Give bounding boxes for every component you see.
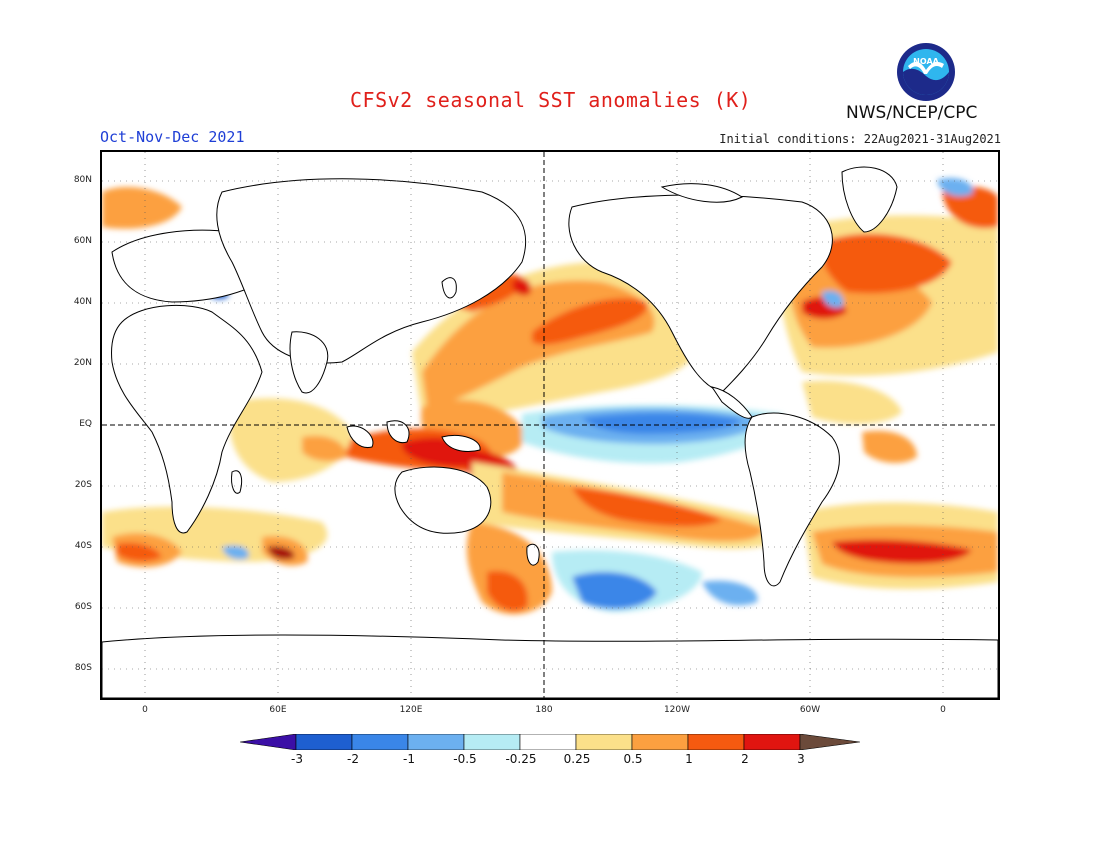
logo-text: NOAA: [913, 57, 939, 66]
map-svg: [102, 152, 998, 698]
lon-label-120e: 120E: [399, 705, 423, 715]
north-pacific-strong: [532, 298, 648, 345]
colorbar-label-neg2: -2: [347, 752, 359, 766]
colorbar-low-arrow: [240, 734, 297, 750]
north-atlantic-strong: [820, 233, 952, 294]
madagascar: [231, 470, 243, 494]
colorbar-label-05: 0.5: [623, 752, 643, 766]
colorbar-label-neg025: -0.25: [505, 752, 537, 766]
colorbar-label-neg1: -1: [403, 752, 415, 766]
colorbar-seg-3: [407, 734, 465, 750]
colorbar-seg-6: [575, 734, 633, 750]
lat-label-80n: 80N: [73, 175, 92, 185]
continents: [102, 166, 998, 698]
lat-label-20n: 20N: [73, 358, 92, 368]
logo-gull: [908, 61, 944, 74]
india: [289, 331, 329, 394]
central-america: [710, 386, 753, 419]
indian-ocean-warm: [302, 435, 347, 462]
antarctica: [102, 634, 998, 698]
season-label: Oct-Nov-Dec 2021: [100, 128, 245, 146]
colorbar-seg-7: [631, 734, 689, 750]
asia: [216, 178, 527, 364]
colorbar-label-2: 2: [741, 752, 749, 766]
colorbar-seg-9: [743, 734, 801, 750]
colorbar-high-arrow: [799, 734, 860, 750]
east-pacific-cold-south: [702, 580, 758, 606]
cold-tongue-core: [582, 412, 742, 434]
colorbar: [240, 734, 860, 750]
europe-west-warm: [102, 187, 182, 229]
colorbar-seg-5: [519, 734, 577, 750]
south-atlantic-strong: [832, 539, 972, 564]
logo-wave: [903, 68, 949, 95]
arctic-islands: [660, 183, 744, 203]
initial-conditions-label: Initial conditions: 22Aug2021-31Aug2021: [719, 132, 1001, 146]
new-guinea: [441, 435, 481, 452]
tasman-strong: [487, 571, 528, 612]
tropical-atlantic-light: [802, 380, 902, 424]
colorbar-label-neg05: -0.5: [453, 752, 477, 766]
nordic-warm: [942, 186, 998, 229]
colorbar-label-neg3: -3: [291, 752, 303, 766]
north-america: [568, 194, 833, 393]
colorbar-label-1: 1: [685, 752, 693, 766]
borneo: [386, 420, 410, 444]
arctic-cold-atl: [937, 177, 973, 197]
sumatra: [346, 425, 374, 449]
greenland: [841, 166, 898, 233]
south-pacific-strong: [572, 487, 722, 527]
colorbar-seg-8: [687, 734, 745, 750]
new-zealand: [526, 543, 540, 566]
lon-label-60w: 60W: [799, 705, 821, 715]
chart-title: CFSv2 seasonal SST anomalies (K): [350, 88, 752, 112]
lon-label-0-east: 0: [940, 705, 946, 715]
lon-label-120w: 120W: [663, 705, 691, 715]
lat-label-80s: 80S: [74, 663, 92, 673]
africa: [111, 305, 263, 534]
colorbar-seg-1: [295, 734, 353, 750]
tropical-atlantic-warm: [862, 430, 917, 464]
lon-label-0: 0: [142, 705, 148, 715]
lat-label-20s: 20S: [74, 480, 92, 490]
lat-label-60s: 60S: [74, 602, 92, 612]
graticule: [102, 152, 998, 698]
indian-ocean-light-warm: [229, 398, 352, 482]
colorbar-label-3: 3: [797, 752, 805, 766]
lat-label-60n: 60N: [73, 236, 92, 246]
lat-label-eq: EQ: [79, 419, 92, 429]
colorbar-seg-4: [463, 734, 521, 750]
sst-anomaly-map: [100, 150, 1000, 700]
southern-ocean-cold-patch: [572, 572, 657, 609]
lon-label-180: 180: [535, 705, 553, 715]
lat-label-40s: 40S: [74, 541, 92, 551]
indian-ocean-south-dark: [267, 546, 295, 560]
australia: [394, 466, 492, 534]
noaa-logo: NOAA: [897, 43, 955, 101]
south-america: [744, 412, 840, 587]
org-label: NWS/NCEP/CPC: [846, 103, 978, 123]
colorbar-label-025: 0.25: [563, 752, 591, 766]
lat-label-40n: 40N: [73, 297, 92, 307]
labrador-cold: [822, 290, 844, 308]
kuroshio-dark: [512, 278, 531, 296]
indian-cold-small: [222, 545, 249, 560]
lon-label-60e: 60E: [269, 705, 287, 715]
south-indian-strong: [117, 542, 162, 562]
colorbar-seg-2: [351, 734, 409, 750]
japan: [441, 277, 457, 299]
